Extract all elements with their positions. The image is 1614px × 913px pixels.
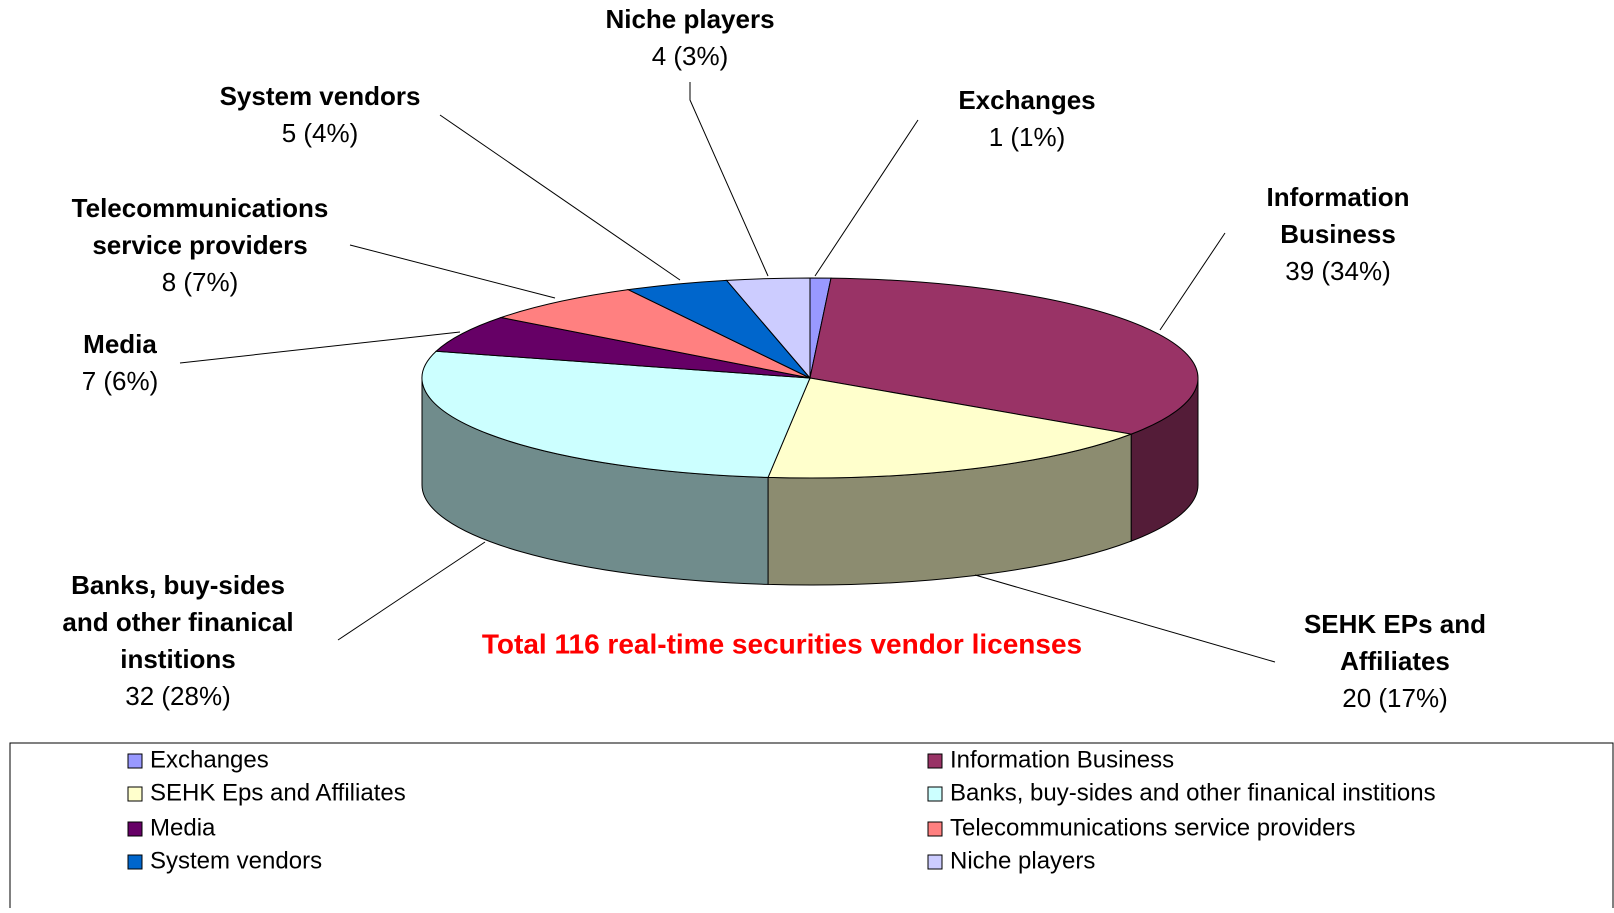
leader-line — [349, 244, 556, 299]
legend-swatch — [127, 753, 143, 769]
legend-label: Exchanges — [150, 746, 269, 773]
legend-label: Telecommunications service providers — [950, 814, 1356, 841]
pie-slice — [767, 377, 1134, 479]
value-label: 32 (28%) — [125, 681, 231, 711]
legend-label: SEHK Eps and Affiliates — [150, 779, 406, 806]
legend-swatch — [127, 821, 143, 837]
slice-label: service providers — [92, 230, 307, 260]
slice-label: Banks, buy-sides — [71, 570, 285, 600]
pie-slice — [809, 277, 1199, 435]
slice-label: SEHK EPs and — [1304, 609, 1486, 639]
slice-label: System vendors — [220, 81, 421, 111]
value-label: 20 (17%) — [1342, 683, 1448, 713]
value-label: 5 (4%) — [282, 118, 359, 148]
legend-box — [9, 742, 1614, 913]
leader-line — [439, 114, 681, 281]
value-label: 4 (3%) — [652, 41, 729, 71]
value-label: 8 (7%) — [162, 267, 239, 297]
value-label: 39 (34%) — [1285, 256, 1391, 286]
pie-slice — [421, 350, 811, 478]
slice-label: Business — [1280, 219, 1396, 249]
legend-label: Niche players — [950, 847, 1095, 874]
legend-swatch — [127, 786, 143, 802]
slice-label: institions — [120, 644, 236, 674]
leader-line — [814, 119, 919, 277]
slice-label: and other finanical — [62, 607, 293, 637]
legend-swatch — [927, 753, 943, 769]
pie-slice — [499, 289, 811, 379]
slice-label: Niche players — [605, 4, 774, 34]
pie-slice — [434, 316, 811, 379]
legend-swatch — [927, 854, 943, 870]
chart-title: Total 116 real-time securities vendor li… — [482, 628, 1082, 659]
slice-label: Telecommunications — [72, 193, 329, 223]
legend-label: Banks, buy-sides and other finanical ins… — [950, 779, 1436, 806]
pie-slice — [725, 277, 811, 380]
slice-label: Exchanges — [958, 85, 1095, 115]
legend-label: Media — [150, 814, 216, 841]
leader-line — [337, 541, 486, 641]
slice-label: Affiliates — [1340, 646, 1450, 676]
leader-line — [689, 82, 769, 277]
value-label: 1 (1%) — [989, 122, 1066, 152]
slice-label: Media — [83, 329, 157, 359]
value-label: 7 (6%) — [82, 366, 159, 396]
slice-label: Information — [1267, 182, 1410, 212]
legend-swatch — [927, 821, 943, 837]
legend-label: Information Business — [950, 746, 1174, 773]
legend-swatch — [927, 786, 943, 802]
legend-swatch — [127, 854, 143, 870]
leader-line — [179, 331, 461, 364]
leader-line — [974, 574, 1276, 663]
leader-line — [1159, 232, 1226, 331]
legend-label: System vendors — [150, 847, 322, 874]
